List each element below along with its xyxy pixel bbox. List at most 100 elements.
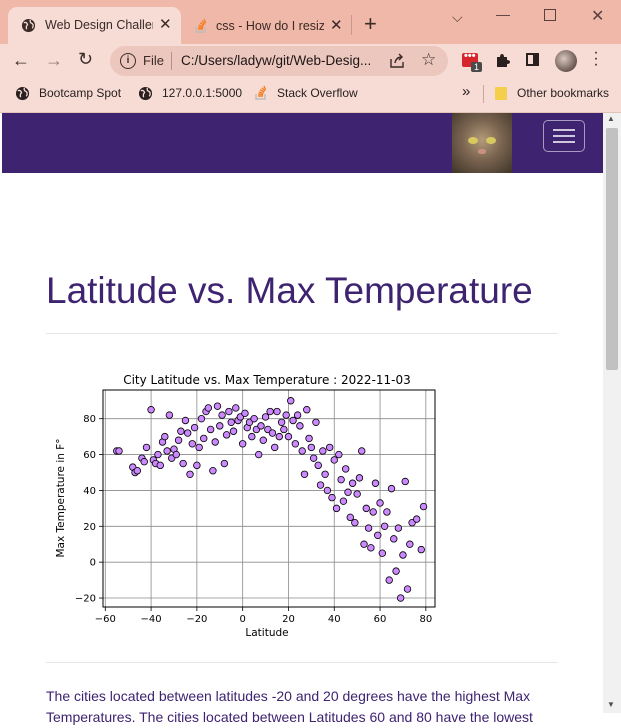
data-point bbox=[147, 406, 155, 414]
x-tick-label: 40 bbox=[328, 614, 341, 625]
scroll-down-arrow-icon[interactable]: ▼ bbox=[607, 700, 615, 709]
y-tick-label: 40 bbox=[83, 486, 96, 497]
globe-icon bbox=[21, 18, 36, 33]
data-point bbox=[280, 425, 288, 434]
scrollbar-thumb[interactable] bbox=[606, 128, 618, 370]
data-point bbox=[319, 447, 327, 455]
forward-arrow-icon[interactable]: → bbox=[45, 50, 63, 70]
data-point bbox=[314, 461, 322, 470]
tab-title[interactable]: css - How do I resiz bbox=[216, 19, 324, 33]
side-panel-icon[interactable] bbox=[526, 53, 539, 66]
data-point bbox=[165, 411, 174, 419]
data-point bbox=[206, 425, 215, 434]
data-point bbox=[229, 427, 238, 435]
more-bookmarks-button[interactable]: » bbox=[462, 83, 471, 100]
data-point bbox=[140, 458, 148, 466]
data-point bbox=[323, 486, 332, 495]
data-point bbox=[211, 438, 219, 446]
data-point bbox=[300, 470, 309, 478]
data-point bbox=[222, 431, 231, 439]
data-point bbox=[163, 447, 171, 455]
new-tab-button[interactable]: + bbox=[364, 11, 377, 36]
data-point bbox=[392, 567, 400, 575]
profile-avatar[interactable] bbox=[555, 50, 577, 72]
chevron-down-icon[interactable]: ⌵ bbox=[452, 9, 463, 25]
data-point bbox=[186, 470, 194, 478]
data-point bbox=[204, 404, 213, 412]
data-point bbox=[406, 540, 414, 548]
data-point bbox=[346, 513, 354, 522]
data-point bbox=[355, 474, 364, 482]
data-point bbox=[305, 434, 313, 443]
data-point bbox=[344, 488, 352, 496]
data-point bbox=[225, 407, 233, 416]
url-text[interactable]: C:/Users/ladyw/git/Web-Desig... bbox=[181, 53, 372, 68]
data-point bbox=[351, 519, 359, 527]
data-point bbox=[367, 544, 375, 552]
scroll-up-arrow-icon[interactable]: ▲ bbox=[607, 114, 615, 123]
data-point bbox=[287, 397, 295, 405]
data-point bbox=[362, 504, 371, 513]
divider bbox=[46, 333, 558, 334]
data-point bbox=[218, 411, 226, 419]
data-point bbox=[115, 447, 123, 455]
bookmark-localhost[interactable]: 127.0.0.1:5000 bbox=[162, 86, 243, 100]
navbar-logo[interactable] bbox=[452, 113, 512, 173]
maximize-icon[interactable] bbox=[544, 9, 556, 21]
plot-frame bbox=[102, 389, 436, 608]
x-tick-label: 80 bbox=[419, 614, 432, 625]
share-icon[interactable] bbox=[389, 53, 406, 69]
back-arrow-icon[interactable]: ← bbox=[12, 50, 30, 70]
bookmark-stack-overflow[interactable]: Stack Overflow bbox=[277, 86, 358, 100]
x-tick-label: 60 bbox=[374, 614, 387, 625]
data-point bbox=[266, 407, 274, 416]
data-point bbox=[417, 545, 425, 554]
data-point bbox=[342, 465, 350, 473]
puzzle-extensions-icon[interactable] bbox=[494, 52, 510, 68]
data-point bbox=[181, 416, 190, 425]
data-point bbox=[142, 443, 151, 452]
data-point bbox=[213, 402, 222, 410]
data-point bbox=[261, 413, 270, 421]
data-point bbox=[250, 414, 258, 423]
data-point bbox=[291, 440, 300, 448]
close-window-icon[interactable]: ✕ bbox=[591, 8, 605, 25]
data-point bbox=[232, 404, 240, 412]
bookmark-bootcamp-spot[interactable]: Bootcamp Spot bbox=[39, 86, 122, 100]
info-icon[interactable]: i bbox=[120, 53, 136, 69]
data-point bbox=[403, 585, 412, 593]
site-navbar bbox=[2, 113, 603, 173]
data-point bbox=[380, 522, 389, 530]
reload-icon[interactable]: ↻ bbox=[78, 49, 94, 69]
security-label: File bbox=[143, 53, 164, 68]
data-point bbox=[371, 479, 380, 487]
chart-points bbox=[113, 397, 428, 602]
data-point bbox=[188, 440, 196, 448]
tab-close-icon[interactable]: ✕ bbox=[159, 16, 172, 33]
data-point bbox=[328, 493, 336, 502]
data-point bbox=[177, 427, 185, 435]
minimize-icon[interactable]: — bbox=[496, 6, 510, 22]
navbar-toggle-button[interactable] bbox=[543, 120, 585, 152]
kebab-menu-icon[interactable]: · · · bbox=[593, 44, 599, 73]
data-point bbox=[419, 502, 428, 511]
y-tick-label: 60 bbox=[83, 450, 96, 461]
data-point bbox=[335, 450, 343, 459]
x-tick-label: 20 bbox=[282, 614, 295, 625]
data-point bbox=[360, 540, 368, 548]
data-point bbox=[268, 429, 277, 437]
data-point bbox=[309, 454, 318, 462]
data-point bbox=[364, 524, 373, 532]
data-point bbox=[216, 422, 224, 430]
data-point bbox=[383, 508, 391, 516]
data-point bbox=[316, 481, 325, 489]
folder-icon bbox=[495, 87, 507, 100]
address-divider bbox=[171, 52, 172, 70]
bookmark-star-icon[interactable]: ☆ bbox=[421, 50, 437, 69]
data-point bbox=[220, 459, 229, 468]
data-point bbox=[303, 406, 311, 414]
data-point bbox=[284, 432, 293, 441]
other-bookmarks-folder[interactable]: Other bookmarks bbox=[517, 86, 610, 100]
tab-close-icon[interactable]: ✕ bbox=[330, 17, 343, 34]
tab-active[interactable]: Web Design Challen ✕ bbox=[8, 7, 181, 44]
